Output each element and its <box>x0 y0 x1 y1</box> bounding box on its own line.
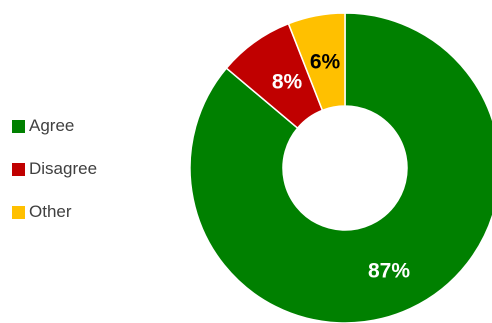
legend-label-disagree: Disagree <box>29 159 98 178</box>
legend-item-agree: Agree <box>12 116 132 136</box>
legend-label-agree: Agree <box>29 116 75 135</box>
legend-label-other: Other <box>29 202 72 221</box>
slice-other <box>287 12 346 112</box>
legend-item-disagree: Disagree <box>12 159 132 179</box>
slice-label-agree: 87% <box>368 260 410 283</box>
slice-agree <box>189 12 492 323</box>
legend-item-other: Other <box>12 202 132 222</box>
legend-swatch-other <box>12 205 25 219</box>
slice-label-disagree: 8% <box>272 71 303 94</box>
chart-legend: Agree Disagree Other <box>12 116 132 245</box>
slice-label-other: 6% <box>310 51 341 74</box>
legend-swatch-disagree <box>12 162 25 176</box>
legend-swatch-agree <box>12 119 25 133</box>
